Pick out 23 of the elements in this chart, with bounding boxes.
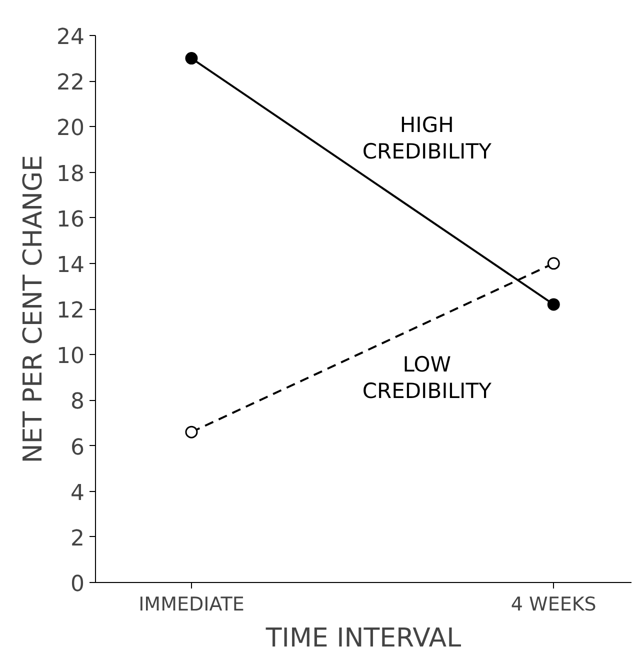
y-tick-label: 4	[70, 480, 85, 506]
y-tick-label: 8	[70, 390, 85, 415]
y-tick-label: 20	[56, 116, 85, 142]
point	[185, 52, 198, 65]
series-label: LOW CREDIBILITY	[362, 352, 492, 403]
point	[547, 298, 560, 311]
y-tick-label: 22	[56, 70, 85, 96]
x-tick-label: 4 WEEKS	[510, 594, 596, 616]
series-label: HIGH CREDIBILITY	[362, 112, 492, 164]
y-tick-label: 16	[56, 207, 85, 232]
y-axis-title: NET PER CENT CHANGE	[18, 154, 49, 464]
y-tick-label: 14	[56, 252, 85, 278]
point	[547, 257, 560, 270]
y-tick-label: 0	[70, 572, 85, 597]
y-tick-label: 12	[56, 298, 85, 324]
point	[185, 426, 198, 438]
y-tick-label: 24	[56, 25, 85, 50]
y-tick-label: 6	[70, 435, 85, 460]
y-tick-label: 2	[70, 526, 85, 552]
x-tick-label: IMMEDIATE	[138, 594, 244, 616]
y-tick-label: 18	[56, 162, 85, 187]
y-tick-label: 10	[56, 344, 85, 370]
x-axis-title: TIME INTERVAL	[264, 624, 462, 654]
